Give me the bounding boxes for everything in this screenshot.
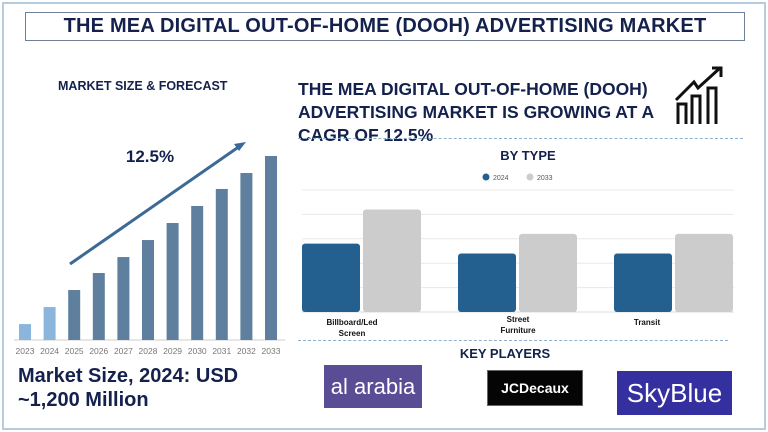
legend-label-2024: 2024 xyxy=(493,175,509,182)
bar-2027 xyxy=(117,257,130,340)
page-title: THE MEA DIGITAL OUT-OF-HOME (DOOH) ADVER… xyxy=(25,12,745,41)
chart-title: BY TYPE xyxy=(500,148,556,163)
legend-swatch-2024 xyxy=(482,173,490,181)
x-tick-label: Screen xyxy=(339,329,366,338)
bar-2024 xyxy=(302,243,360,312)
x-tick-label: Billboard/Led xyxy=(326,318,377,327)
x-tick-label: Street xyxy=(507,315,530,324)
growth-arrow-head xyxy=(234,142,246,151)
bar-2031 xyxy=(215,188,228,340)
x-tick-label: 2031 xyxy=(212,346,231,356)
bar-2024 xyxy=(458,253,516,312)
x-tick-label: 2024 xyxy=(40,346,59,356)
skyblue-logo-text: SkyBlue xyxy=(626,377,723,408)
x-tick-label: Transit xyxy=(634,318,661,327)
skyblue-logo: SkyBlue xyxy=(617,371,732,415)
x-tick-label: 2027 xyxy=(114,346,133,356)
x-tick-label: Furniture xyxy=(500,326,536,335)
market-size-text: Market Size, 2024: USD ~1,200 Million xyxy=(18,364,238,412)
jcdecaux-logo-text: JCDecaux xyxy=(501,380,569,396)
al-arabia-logo: al arabia xyxy=(324,365,422,408)
x-tick-label: 2025 xyxy=(65,346,84,356)
bar-2033 xyxy=(675,233,733,312)
legend-label-2033: 2033 xyxy=(537,175,553,182)
x-tick-label: 2029 xyxy=(163,346,182,356)
bar-2028 xyxy=(142,240,154,340)
growth-arrow-line xyxy=(69,144,241,266)
market-size-title: MARKET SIZE & FORECAST xyxy=(58,79,228,93)
bar-2033 xyxy=(265,156,277,340)
x-tick-label: 2033 xyxy=(262,346,281,356)
jcdecaux-logo: JCDecaux xyxy=(487,370,583,406)
x-tick-label: 2032 xyxy=(237,346,256,356)
cagr-label: 12.5% xyxy=(126,147,174,166)
bar-2025 xyxy=(68,290,81,340)
divider xyxy=(298,340,728,341)
x-tick-label: 2026 xyxy=(89,346,108,356)
al-arabia-logo-text: al arabia xyxy=(330,373,416,399)
cagr-headline: THE MEA DIGITAL OUT-OF-HOME (DOOH) ADVER… xyxy=(298,79,654,145)
bar-2032 xyxy=(240,173,253,340)
legend-swatch-2033 xyxy=(526,173,534,181)
bar-2030 xyxy=(191,205,204,340)
bar-2024 xyxy=(614,253,672,312)
x-tick-label: 2028 xyxy=(139,346,158,356)
bar-2033 xyxy=(519,233,577,312)
market-size-line1: Market Size, 2024: USD xyxy=(18,365,239,387)
bar-2026 xyxy=(92,272,105,340)
bar-2023 xyxy=(19,324,31,340)
x-tick-label: 2030 xyxy=(188,346,207,356)
market-forecast-chart: 2023 2024 2025 2026 2027 2028 2029 2030 2031 2032… xyxy=(14,142,285,356)
bar-2029 xyxy=(166,223,179,340)
divider xyxy=(298,138,743,139)
x-tick-label: 2023 xyxy=(16,346,35,356)
market-size-line2: ~1,200 Million xyxy=(18,389,149,411)
bar-2024 xyxy=(43,307,56,340)
by-type-chart: BY TYPE 2024 2033 Billboard/Led Screen Street… xyxy=(302,148,734,338)
key-players-title: KEY PLAYERS xyxy=(459,346,551,361)
bar-2033 xyxy=(363,209,421,312)
growth-chart-icon xyxy=(674,66,723,124)
